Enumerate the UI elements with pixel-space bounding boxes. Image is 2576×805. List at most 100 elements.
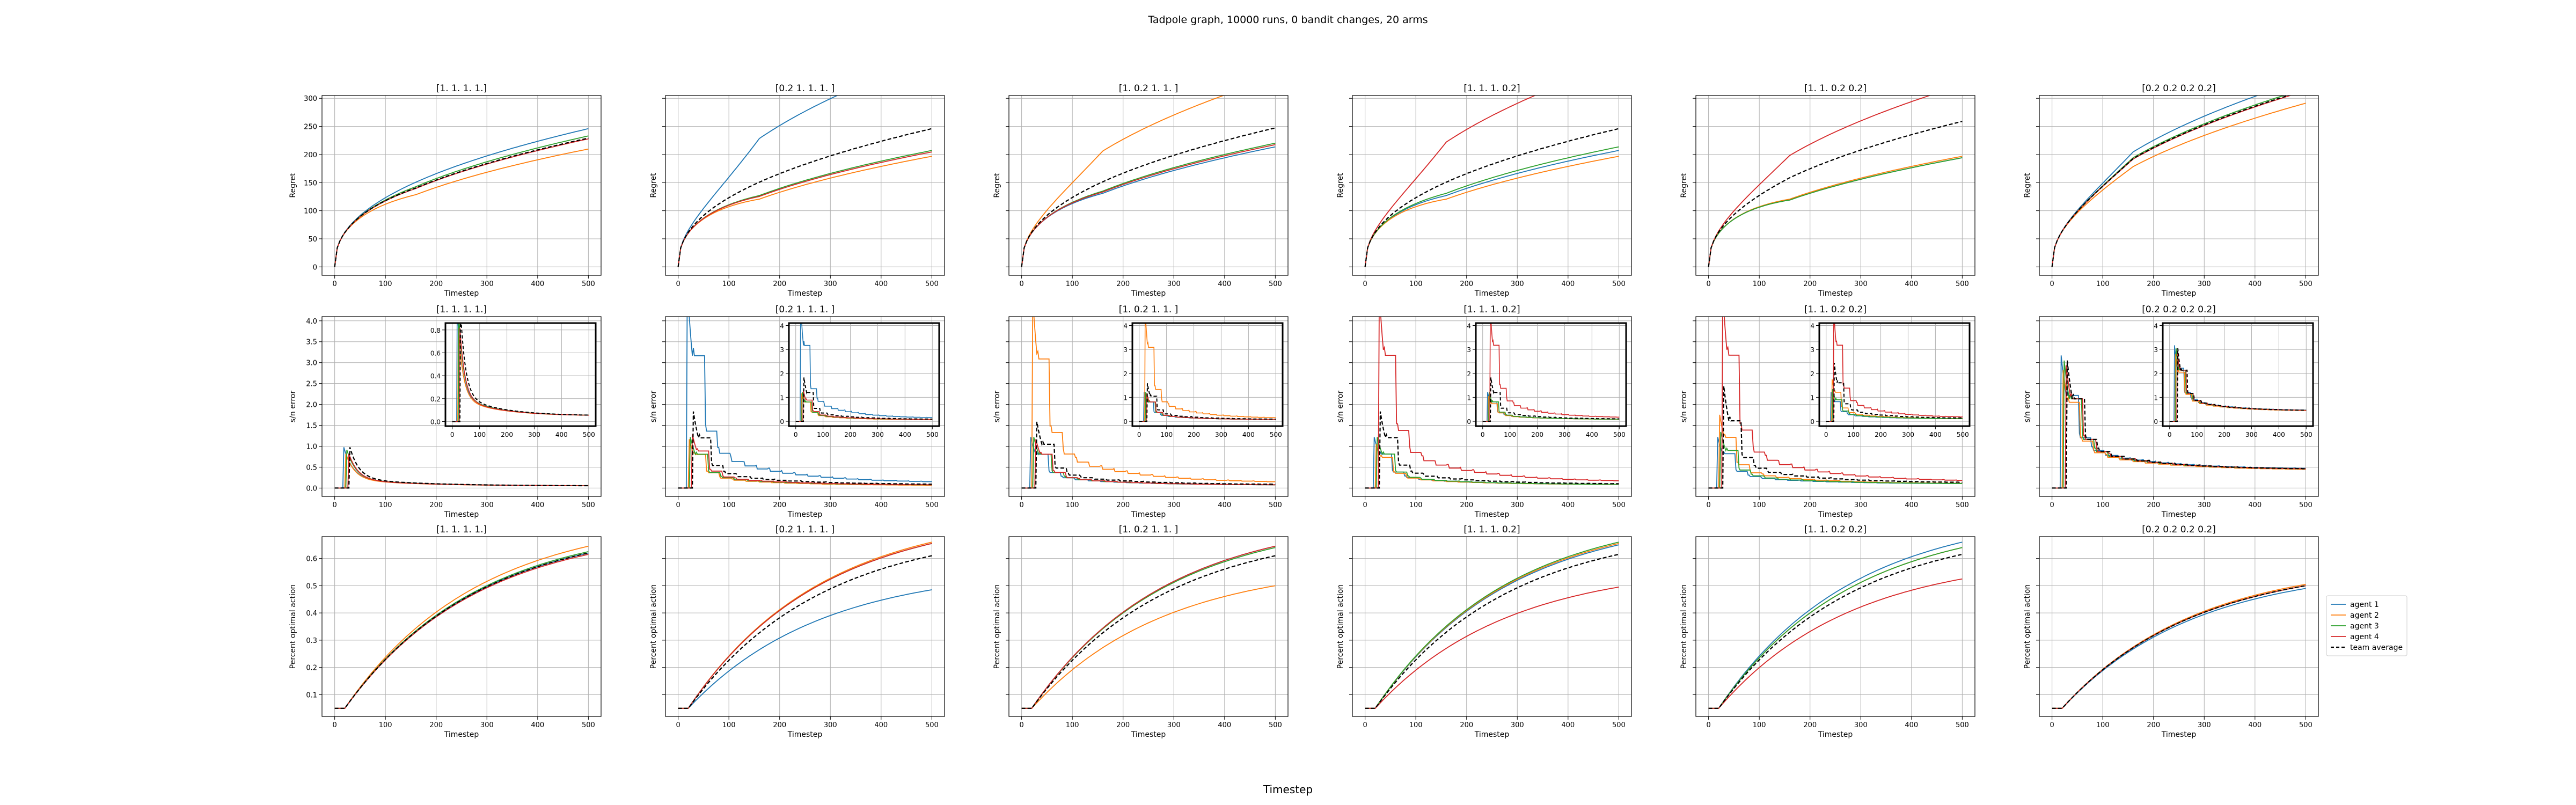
panel-frame: [1008, 536, 1289, 717]
series-line-team-average: [334, 447, 589, 489]
panel-xtick-label: 0: [332, 501, 336, 509]
panel-title: [0.2 1. 1. 1. ]: [775, 524, 835, 535]
panel-ylabel: Percent optimal action: [649, 584, 658, 669]
panel-xtick-label: 200: [1116, 721, 1130, 729]
panel-optimal-3: [1. 0.2 1. 1. ] 0 100 200 300 400 500 Timestep P…: [993, 524, 1289, 739]
series-line-team-average: [1708, 386, 1963, 489]
panel-xlabel: Timestep: [1818, 289, 1853, 298]
panel-frame: [665, 536, 945, 717]
panel-regret-4: [1. 1. 1. 0.2] 0 100 200 300 400 500 Timestep Re…: [1336, 83, 1632, 298]
panel-xtick-label: 400: [874, 280, 888, 288]
panel-xtick-label: 300: [1167, 721, 1181, 729]
series-line-agent-2: [1021, 96, 1225, 267]
panel-xtick-label: 500: [1612, 501, 1626, 509]
series-line-agent-1: [1021, 146, 1276, 267]
panel-xtick-label: 200: [429, 501, 443, 509]
series-line-agent-3: [334, 449, 589, 489]
panel-ytick-label: 3.5: [306, 339, 317, 347]
legend: agent 1 agent 2 agent 3 agent 4 team average: [2326, 595, 2407, 656]
series-line-team-average: [678, 555, 932, 709]
panel-xtick-label: 500: [925, 721, 939, 729]
inset-ytick-label: 0: [1467, 418, 1471, 426]
series-line-agent-2: [1364, 156, 1619, 267]
panel-xlabel: Timestep: [1818, 510, 1853, 519]
panel-xtick-label: 200: [1803, 501, 1817, 509]
panel-xtick-label: 300: [1854, 501, 1868, 509]
panel-xtick-label: 500: [2299, 501, 2312, 509]
series-line-team-average: [678, 411, 932, 489]
inset-axes: 0 100 200 300 400 500 0 1 2 3 4: [1467, 322, 1627, 438]
panel-xtick-label: 200: [1460, 280, 1473, 288]
inset-ytick-label: 0.2: [430, 396, 441, 403]
series-line-agent-4: [677, 151, 932, 267]
inset-xtick-label: 100: [1160, 431, 1173, 438]
panel-xtick-label: 400: [531, 280, 544, 288]
inset-series-line-agent-2: [1139, 323, 1276, 422]
series-line-agent-3: [1708, 431, 1963, 489]
inset-xtick-label: 300: [528, 431, 540, 438]
panel-xtick-label: 100: [722, 721, 736, 729]
series-line-agent-4: [678, 434, 932, 489]
panel-regret-5: [1. 1. 0.2 0.2] 0 100 200 300 400 500 Timestep R…: [1680, 83, 1975, 298]
panel-xtick-label: 200: [773, 280, 786, 288]
panel-xtick-label: 400: [531, 721, 544, 729]
panel-ylabel: Regret: [1336, 173, 1345, 198]
panel-xtick-label: 0: [332, 280, 336, 288]
series-line-agent-3: [2051, 96, 2286, 267]
panel-optimal-5: [1. 1. 0.2 0.2] 0 100 200 300 400 500 Timestep P…: [1680, 524, 1975, 739]
panel-snerror-4: [1. 1. 1. 0.2]0 100 200 300 400 500Timesteps/…: [1336, 304, 1632, 519]
panel-title: [1. 0.2 1. 1. ]: [1119, 524, 1179, 535]
inset-xtick-label: 0: [1481, 431, 1485, 438]
panel-xtick-label: 200: [429, 721, 443, 729]
inset-xtick-label: 400: [899, 431, 911, 438]
panel-xtick-label: 300: [2198, 721, 2211, 729]
inset-axes: 0 100 200 300 400 500 0 1 2 3 4: [1810, 322, 1971, 438]
inset-ytick-label: 2: [2154, 370, 2158, 378]
panel-xtick-label: 100: [1753, 721, 1766, 729]
panel-snerror-3: [1. 0.2 1. 1. ]0 100 200 300 400 500Timesteps…: [993, 304, 1289, 519]
series-line-agent-1: [677, 96, 838, 267]
inset-xtick-label: 100: [2191, 431, 2203, 438]
panel-xlabel: Timestep: [1474, 289, 1510, 298]
series-line-agent-3: [334, 551, 589, 709]
panel-xtick-label: 0: [332, 721, 336, 729]
panel-xtick-label: 300: [1167, 280, 1181, 288]
series-line-agent-1: [1021, 545, 1276, 709]
panel-xtick-label: 100: [1409, 280, 1423, 288]
series-line-agent-2: [1708, 547, 1963, 709]
panel-ytick-label: 0.3: [306, 637, 317, 645]
panel-xtick-label: 100: [1066, 280, 1079, 288]
panel-xlabel: Timestep: [1131, 510, 1166, 519]
panel-xtick-label: 100: [2096, 280, 2110, 288]
panel-ylabel: Percent optimal action: [993, 584, 1001, 669]
series-line-agent-1: [1364, 150, 1619, 267]
panel-ytick-label: 250: [304, 123, 317, 131]
panel-frame: [665, 316, 945, 497]
panel-ylabel: Percent optimal action: [2023, 584, 2032, 669]
panel-xtick-label: 200: [2147, 501, 2160, 509]
inset-ytick-label: 4: [1123, 322, 1128, 330]
panel-ytick-label: 150: [304, 179, 317, 187]
panel-xtick-label: 0: [1019, 280, 1023, 288]
panel-xtick-label: 200: [773, 721, 786, 729]
inset-xtick-label: 0: [2168, 431, 2172, 438]
panel-frame: [2039, 95, 2319, 276]
series-line-agent-1: [334, 447, 589, 489]
inset-ytick-label: 2: [1467, 370, 1471, 378]
series-line-team-average: [1708, 553, 1963, 709]
series-line-team-average: [2052, 360, 2306, 489]
inset-xtick-label: 400: [555, 431, 568, 438]
panel-optimal-2: [0.2 1. 1. 1. ] 0 100 200 300 400 500 Timestep P…: [649, 524, 945, 739]
series-line-agent-1: [334, 552, 589, 709]
panel-ylabel: Regret: [993, 173, 1001, 198]
inset-series-line-agent-1: [795, 323, 933, 422]
panel-xtick-label: 300: [1854, 721, 1868, 729]
panel-ylabel: Regret: [2023, 173, 2032, 198]
inset-ytick-label: 0: [1810, 418, 1814, 426]
series-line-agent-3: [1708, 547, 1963, 709]
series-line-agent-2: [334, 453, 589, 489]
inset-series-line-team-average: [452, 323, 589, 422]
inset-xtick-label: 500: [1270, 431, 1282, 438]
inset-axes: 0 100 200 300 400 500 0.0 0.2 0.4 0.6 0.8: [430, 322, 597, 438]
inset-xtick-label: 500: [926, 431, 939, 438]
